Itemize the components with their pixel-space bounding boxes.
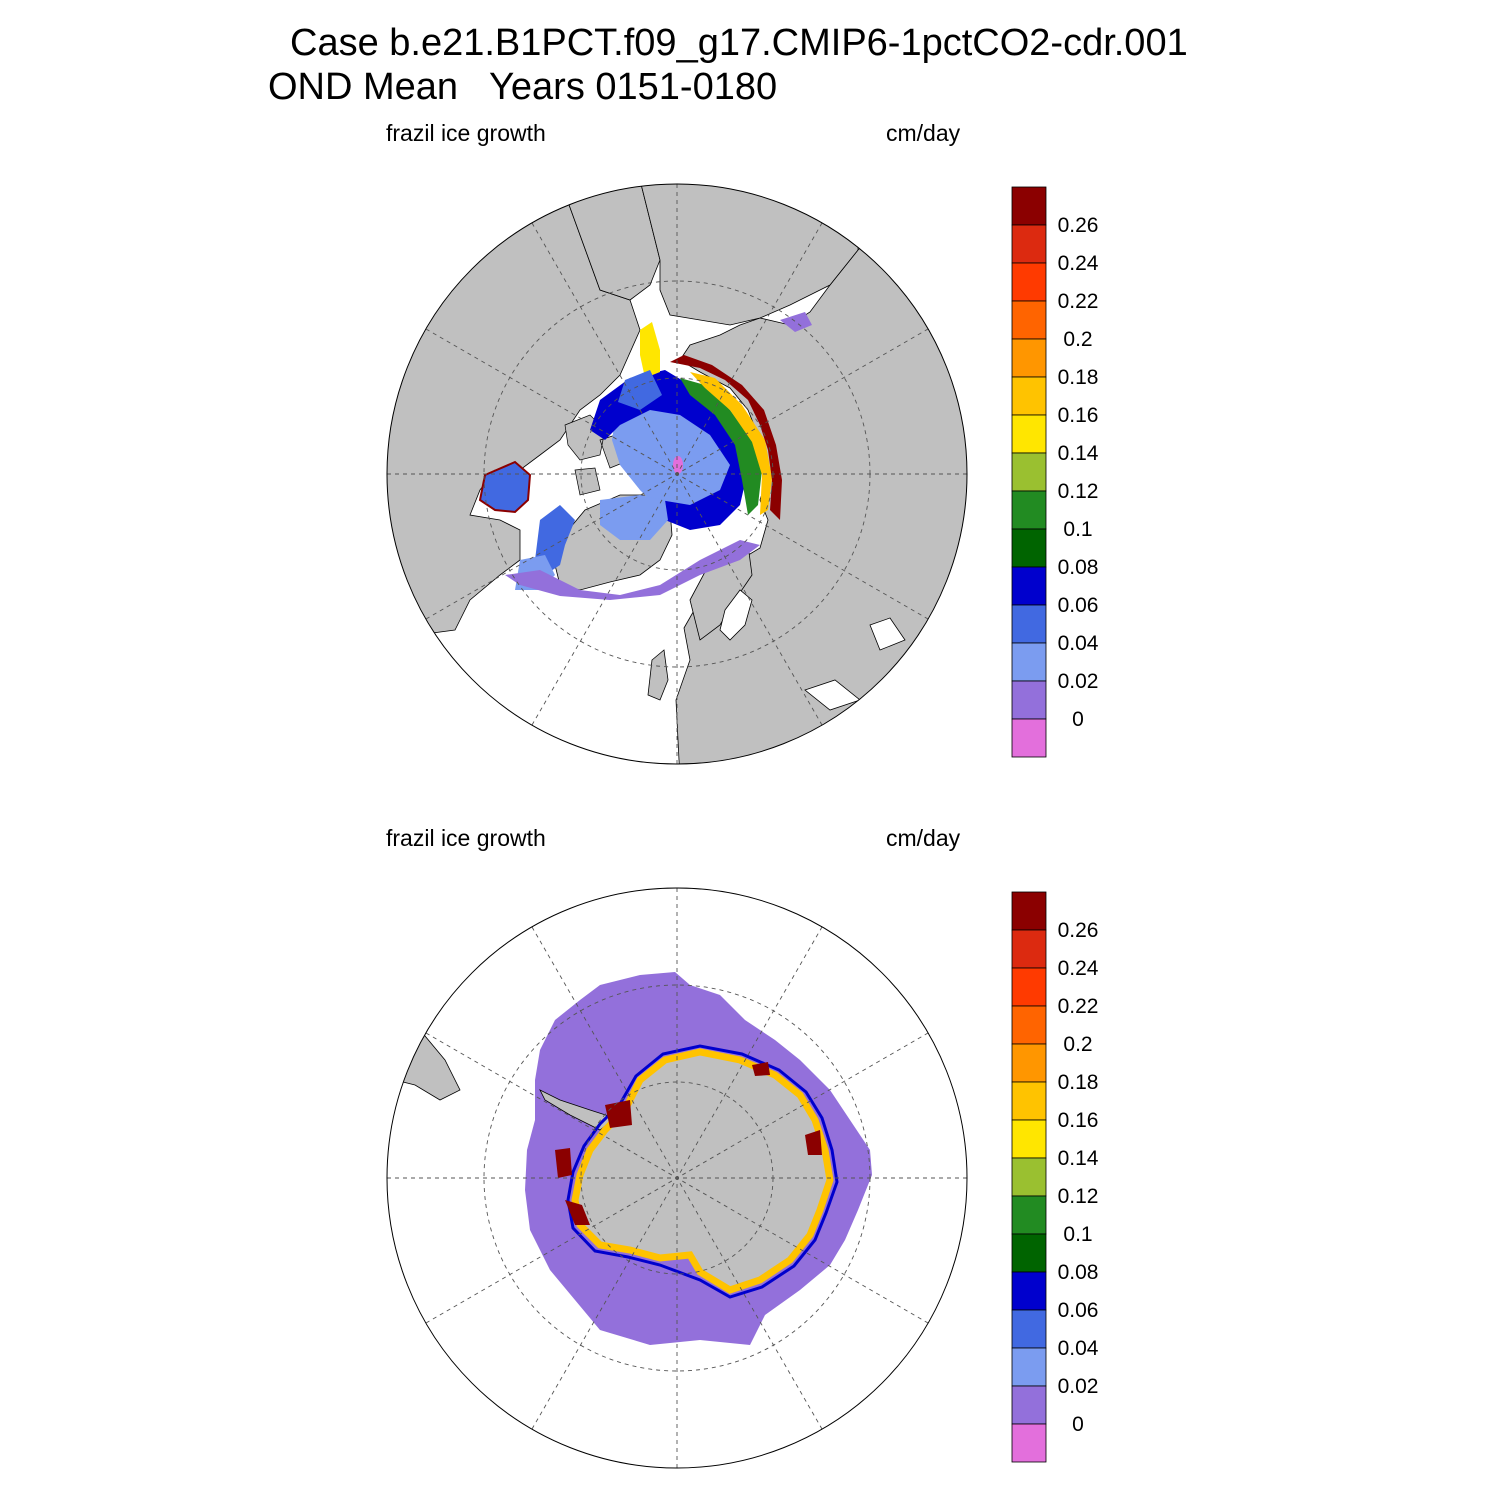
north-colorbar-swatch bbox=[1011, 604, 1047, 644]
south-colorbar-label: 0.22 bbox=[1058, 995, 1099, 1018]
north-colorbar-label: 0.12 bbox=[1058, 480, 1099, 503]
north-field-red-edge bbox=[670, 355, 782, 520]
south-map-border bbox=[386, 887, 968, 1469]
south-colorbar-swatch bbox=[1011, 929, 1047, 969]
north-colorbar-swatch bbox=[1011, 680, 1047, 720]
south-colorbar-label: 0.12 bbox=[1058, 1185, 1099, 1208]
north-colorbar-label: 0.2 bbox=[1063, 328, 1092, 351]
south-colorbar-swatch bbox=[1011, 1347, 1047, 1387]
north-colorbar-swatch bbox=[1011, 224, 1047, 264]
south-colorbar-label: 0.1 bbox=[1063, 1223, 1092, 1246]
north-field-hudson-bay bbox=[478, 460, 532, 514]
north-colorbar-label: 0.26 bbox=[1058, 214, 1099, 237]
south-colorbar-label: 0.04 bbox=[1058, 1337, 1099, 1360]
north-inland-sea bbox=[869, 617, 906, 651]
north-colorbar-swatch bbox=[1011, 414, 1047, 454]
north-colorbar-swatch bbox=[1011, 262, 1047, 302]
north-colorbar-label: 0.22 bbox=[1058, 290, 1099, 313]
south-colorbar-label: 0.06 bbox=[1058, 1299, 1099, 1322]
south-colorbar-label: 0.14 bbox=[1058, 1147, 1099, 1170]
south-colorbar-swatch bbox=[1011, 1081, 1047, 1121]
south-field-weddell2-red bbox=[752, 1062, 770, 1076]
south-colorbar-swatch bbox=[1011, 1233, 1047, 1273]
north-colorbar-swatch bbox=[1011, 186, 1047, 226]
south-colorbar-label: 0 bbox=[1072, 1413, 1084, 1436]
south-colorbar-label: 0.16 bbox=[1058, 1109, 1099, 1132]
south-colorbar-swatch bbox=[1011, 1271, 1047, 1311]
north-land-alaska bbox=[559, 184, 661, 301]
north-colorbar-swatch bbox=[1011, 376, 1047, 416]
north-colorbar-swatch bbox=[1011, 566, 1047, 606]
figure-title-case: Case b.e21.B1PCT.f09_g17.CMIP6-1pctCO2-c… bbox=[290, 22, 1188, 64]
north-polar-map bbox=[386, 183, 968, 765]
north-field-zero-spot bbox=[673, 456, 683, 474]
north-colorbar-label: 0.18 bbox=[1058, 366, 1099, 389]
figure-title-period: OND Mean Years 0151-0180 bbox=[268, 66, 778, 108]
north-colorbar: 0.26 0.24 0.22 0.2 0.18 0.16 0.14 0.12 0.1 0.08 0.… bbox=[1011, 186, 1099, 758]
south-units-label: cm/day bbox=[886, 825, 961, 851]
north-field-yellow-band bbox=[690, 372, 772, 515]
north-colorbar-label: 0 bbox=[1072, 708, 1084, 731]
north-field-okhotsk bbox=[780, 312, 812, 332]
north-colorbar-label: 0.24 bbox=[1058, 252, 1099, 275]
north-field-blue-ring bbox=[590, 370, 748, 530]
north-colorbar-label: 0.08 bbox=[1058, 556, 1099, 579]
north-colorbar-swatch bbox=[1011, 718, 1047, 758]
south-colorbar-swatch bbox=[1011, 1005, 1047, 1045]
south-colorbar-label: 0.2 bbox=[1063, 1033, 1092, 1056]
north-baltic-sea bbox=[719, 589, 753, 641]
north-colorbar-swatch bbox=[1011, 490, 1047, 530]
north-graticule bbox=[387, 184, 967, 764]
north-field-bering-blue bbox=[618, 370, 662, 410]
north-colorbar-label: 0.02 bbox=[1058, 670, 1099, 693]
north-field-atlantic-purple bbox=[505, 540, 760, 600]
north-colorbar-swatch bbox=[1011, 642, 1047, 682]
south-colorbar-swatch bbox=[1011, 1423, 1047, 1463]
north-field-bering bbox=[640, 322, 660, 378]
south-colorbar-swatch bbox=[1011, 1043, 1047, 1083]
south-variable-label: frazil ice growth bbox=[386, 825, 546, 851]
south-polar-map bbox=[386, 887, 968, 1469]
south-field-weddell-red bbox=[605, 1100, 632, 1128]
south-colorbar-swatch bbox=[1011, 1309, 1047, 1349]
south-field-ross-red bbox=[565, 1200, 590, 1225]
north-colorbar-swatch bbox=[1011, 452, 1047, 492]
south-colorbar-label: 0.26 bbox=[1058, 919, 1099, 942]
south-field-coastal-ring bbox=[571, 1048, 834, 1294]
north-variable-label: frazil ice growth bbox=[386, 120, 546, 146]
north-field-east-greenland bbox=[600, 495, 668, 540]
north-colorbar-label: 0.04 bbox=[1058, 632, 1099, 655]
north-colorbar-label: 0.06 bbox=[1058, 594, 1099, 617]
south-graticule bbox=[387, 888, 967, 1468]
north-colorbar-label: 0.14 bbox=[1058, 442, 1099, 465]
south-colorbar-swatch bbox=[1011, 1385, 1047, 1425]
north-colorbar-swatch bbox=[1011, 528, 1047, 568]
north-land-britain bbox=[647, 649, 669, 701]
north-colorbar-swatch bbox=[1011, 300, 1047, 340]
south-colorbar-label: 0.24 bbox=[1058, 957, 1099, 980]
north-colorbar-label: 0.16 bbox=[1058, 404, 1099, 427]
south-colorbar-label: 0.18 bbox=[1058, 1071, 1099, 1094]
south-field-bellingshausen-red bbox=[555, 1148, 572, 1178]
south-colorbar-swatch bbox=[1011, 967, 1047, 1007]
north-field-green-band bbox=[680, 378, 762, 515]
north-units-label: cm/day bbox=[886, 120, 961, 146]
south-field-amery-red bbox=[805, 1130, 822, 1155]
south-colorbar-swatch bbox=[1011, 1195, 1047, 1235]
south-colorbar: 0.26 0.24 0.22 0.2 0.18 0.16 0.14 0.12 0.1 0.08 0.… bbox=[1011, 891, 1099, 1463]
south-colorbar-swatch bbox=[1011, 1119, 1047, 1159]
north-colorbar-swatch bbox=[1011, 338, 1047, 378]
north-map-border bbox=[386, 183, 968, 765]
south-colorbar-swatch bbox=[1011, 1157, 1047, 1197]
south-colorbar-label: 0.02 bbox=[1058, 1375, 1099, 1398]
north-colorbar-label: 0.1 bbox=[1063, 518, 1092, 541]
south-field-coastal-ring-blue bbox=[566, 1044, 839, 1299]
south-colorbar-swatch bbox=[1011, 891, 1047, 931]
south-colorbar-label: 0.08 bbox=[1058, 1261, 1099, 1284]
